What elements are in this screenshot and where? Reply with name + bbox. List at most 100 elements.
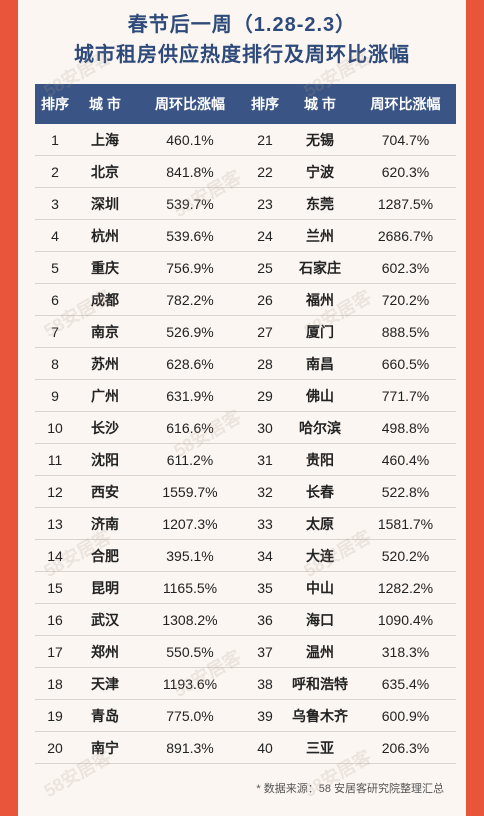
pct-cell: 600.9%	[381, 707, 430, 724]
city-cell: 上海	[91, 131, 119, 148]
pct-cell: 522.8%	[381, 483, 430, 500]
table-row: 1 上海 460.1% 21 无锡 704.7%	[35, 124, 456, 156]
city-cell: 成都	[91, 291, 119, 308]
title-line-1: 春节后一周（1.28-2.3）	[127, 14, 357, 36]
rank-cell: 24	[257, 227, 273, 244]
city-cell: 北京	[91, 163, 119, 180]
rank-cell: 39	[257, 707, 273, 724]
rank-cell: 13	[47, 515, 63, 532]
rank-cell: 11	[47, 451, 63, 468]
rank-cell: 1	[51, 131, 59, 148]
city-cell: 青岛	[91, 707, 119, 724]
rank-cell: 3	[51, 195, 59, 212]
pct-cell: 460.1%	[166, 131, 214, 148]
table-row: 14 合肥 395.1% 34 大连 520.2%	[35, 540, 456, 572]
city-cell: 兰州	[306, 227, 334, 244]
city-cell: 呼和浩特	[292, 675, 348, 692]
city-cell: 宁波	[306, 163, 334, 180]
table-row: 5 重庆 756.9% 25 石家庄 602.3%	[35, 252, 456, 284]
rank-cell: 35	[257, 579, 273, 596]
rank-cell: 26	[257, 291, 273, 308]
rank-cell: 12	[47, 483, 63, 500]
header-pct-2: 周环比涨幅	[370, 96, 441, 112]
city-cell: 合肥	[91, 547, 119, 564]
table-body: 1 上海 460.1% 21 无锡 704.7% 2 北京 841.8% 22 宁波 620.3% 3 深…	[35, 124, 456, 764]
pct-cell: 1282.2%	[377, 579, 434, 596]
rank-cell: 32	[257, 483, 273, 500]
pct-cell: 1581.7%	[377, 515, 434, 532]
rank-cell: 28	[257, 355, 273, 372]
rank-cell: 9	[51, 387, 59, 404]
city-cell: 沈阳	[91, 451, 119, 468]
rank-cell: 20	[47, 739, 63, 756]
pct-cell: 539.7%	[166, 195, 214, 212]
pct-cell: 720.2%	[381, 291, 430, 308]
rank-cell: 37	[257, 643, 273, 660]
city-cell: 无锡	[306, 131, 334, 148]
rank-cell: 34	[257, 547, 273, 564]
pct-cell: 395.1%	[166, 547, 214, 564]
title-line-2: 城市租房供应热度排行及周环比涨幅	[74, 44, 410, 66]
city-cell: 天津	[91, 675, 119, 692]
rank-cell: 17	[47, 643, 63, 660]
rank-cell: 18	[47, 675, 63, 692]
rank-cell: 30	[257, 419, 273, 436]
city-cell: 贵阳	[306, 451, 334, 468]
pct-cell: 775.0%	[166, 707, 214, 724]
table-row: 8 苏州 628.6% 28 南昌 660.5%	[35, 348, 456, 380]
pct-cell: 520.2%	[381, 547, 430, 564]
table-row: 10 长沙 616.6% 30 哈尔滨 498.8%	[35, 412, 456, 444]
pct-cell: 539.6%	[166, 227, 214, 244]
city-cell: 大连	[306, 547, 334, 564]
pct-cell: 628.6%	[166, 355, 214, 372]
table-row: 15 昆明 1165.5% 35 中山 1282.2%	[35, 572, 456, 604]
city-cell: 东莞	[306, 195, 334, 212]
header-city-2: 城 市	[304, 96, 336, 112]
city-cell: 南宁	[91, 739, 119, 756]
city-cell: 长沙	[91, 419, 119, 436]
pct-cell: 635.4%	[381, 675, 430, 692]
city-cell: 广州	[91, 387, 119, 404]
rank-cell: 27	[257, 323, 273, 340]
poster-card	[18, 0, 466, 816]
table-header: 排序 城 市 周环比涨幅 排序 城 市 周环比涨幅	[35, 84, 456, 124]
table-row: 2 北京 841.8% 22 宁波 620.3%	[35, 156, 456, 188]
pct-cell: 318.3%	[381, 643, 430, 660]
pct-cell: 1165.5%	[162, 579, 218, 596]
rank-cell: 29	[257, 387, 273, 404]
rank-cell: 25	[257, 259, 273, 276]
city-cell: 济南	[91, 515, 119, 532]
pct-cell: 891.3%	[166, 739, 214, 756]
city-cell: 重庆	[91, 259, 119, 276]
pct-cell: 2686.7%	[377, 227, 434, 244]
city-cell: 三亚	[306, 739, 334, 756]
city-cell: 杭州	[91, 227, 119, 244]
rank-cell: 36	[257, 611, 273, 628]
pct-cell: 888.5%	[381, 323, 430, 340]
rank-cell: 16	[47, 611, 63, 628]
header-rank-2: 排序	[251, 96, 279, 112]
pct-cell: 611.2%	[166, 451, 214, 468]
footnote: * 数据来源：58 安居客研究院整理汇总	[256, 783, 444, 795]
table-row: 12 西安 1559.7% 32 长春 522.8%	[35, 476, 456, 508]
pct-cell: 1308.2%	[162, 611, 218, 628]
city-cell: 长春	[306, 483, 334, 500]
rank-cell: 4	[51, 227, 59, 244]
city-cell: 苏州	[91, 355, 119, 372]
pct-cell: 616.6%	[166, 419, 214, 436]
city-cell: 昆明	[91, 579, 119, 596]
pct-cell: 498.8%	[381, 419, 430, 436]
pct-cell: 841.8%	[166, 163, 214, 180]
pct-cell: 602.3%	[381, 259, 430, 276]
rank-cell: 6	[51, 291, 59, 308]
pct-cell: 1287.5%	[377, 195, 434, 212]
rank-cell: 40	[257, 739, 273, 756]
table-row: 3 深圳 539.7% 23 东莞 1287.5%	[35, 188, 456, 220]
table-row: 7 南京 526.9% 27 厦门 888.5%	[35, 316, 456, 348]
table-row: 11 沈阳 611.2% 31 贵阳 460.4%	[35, 444, 456, 476]
city-cell: 乌鲁木齐	[292, 707, 348, 724]
header-rank: 排序	[41, 96, 69, 112]
pct-cell: 526.9%	[166, 323, 214, 340]
rank-cell: 31	[257, 451, 273, 468]
city-cell: 哈尔滨	[299, 419, 341, 436]
